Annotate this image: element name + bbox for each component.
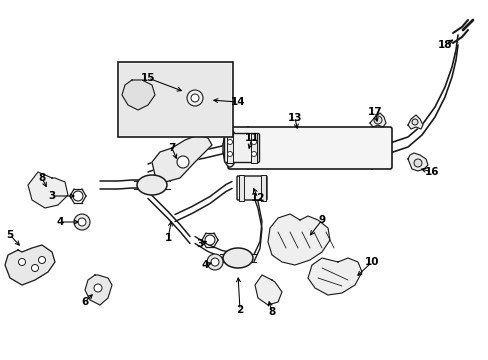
- Circle shape: [39, 256, 45, 264]
- Circle shape: [251, 152, 256, 157]
- Text: 18: 18: [437, 40, 451, 50]
- Text: 8: 8: [38, 173, 45, 183]
- Circle shape: [227, 139, 232, 144]
- Text: 9: 9: [318, 215, 325, 225]
- Circle shape: [206, 254, 223, 270]
- Bar: [226, 133, 232, 163]
- Text: 5: 5: [6, 230, 14, 240]
- Circle shape: [191, 94, 199, 102]
- Circle shape: [177, 156, 189, 168]
- Polygon shape: [369, 113, 385, 127]
- Bar: [260, 175, 265, 201]
- Text: 16: 16: [424, 167, 438, 177]
- Ellipse shape: [137, 175, 167, 195]
- Polygon shape: [407, 153, 427, 171]
- Polygon shape: [152, 135, 212, 182]
- Text: 11: 11: [244, 133, 259, 143]
- Text: 17: 17: [367, 107, 382, 117]
- Text: 8: 8: [268, 307, 275, 317]
- Polygon shape: [407, 115, 422, 129]
- Ellipse shape: [223, 248, 252, 268]
- Circle shape: [73, 191, 83, 201]
- FancyBboxPatch shape: [227, 127, 391, 169]
- Text: 14: 14: [230, 97, 245, 107]
- Circle shape: [251, 139, 256, 144]
- Circle shape: [411, 119, 417, 125]
- Circle shape: [19, 258, 25, 266]
- Ellipse shape: [223, 129, 237, 167]
- Text: 3: 3: [48, 191, 56, 201]
- Polygon shape: [5, 245, 55, 285]
- Circle shape: [373, 116, 381, 124]
- Text: 3: 3: [196, 239, 203, 249]
- FancyBboxPatch shape: [224, 134, 259, 162]
- Circle shape: [210, 258, 219, 266]
- Polygon shape: [267, 214, 329, 265]
- Polygon shape: [28, 172, 68, 208]
- Circle shape: [227, 152, 232, 157]
- Polygon shape: [307, 258, 361, 295]
- Polygon shape: [122, 80, 155, 110]
- Polygon shape: [85, 275, 112, 305]
- Text: 1: 1: [164, 233, 171, 243]
- Circle shape: [204, 235, 215, 245]
- Text: 7: 7: [168, 143, 175, 153]
- FancyBboxPatch shape: [118, 62, 232, 137]
- Circle shape: [78, 218, 86, 226]
- Circle shape: [74, 214, 90, 230]
- Text: 4: 4: [201, 260, 208, 270]
- Circle shape: [94, 284, 102, 292]
- Text: 13: 13: [287, 113, 302, 123]
- Text: 2: 2: [236, 305, 243, 315]
- FancyBboxPatch shape: [120, 64, 230, 135]
- Bar: [238, 175, 243, 201]
- Polygon shape: [254, 275, 282, 305]
- Circle shape: [186, 90, 203, 106]
- Text: 15: 15: [141, 73, 155, 83]
- Circle shape: [413, 159, 421, 167]
- Circle shape: [31, 265, 39, 271]
- Text: 10: 10: [364, 257, 379, 267]
- FancyBboxPatch shape: [237, 176, 266, 200]
- Bar: [250, 133, 257, 163]
- Text: 6: 6: [81, 297, 88, 307]
- Text: 12: 12: [250, 193, 264, 203]
- Text: 4: 4: [56, 217, 63, 227]
